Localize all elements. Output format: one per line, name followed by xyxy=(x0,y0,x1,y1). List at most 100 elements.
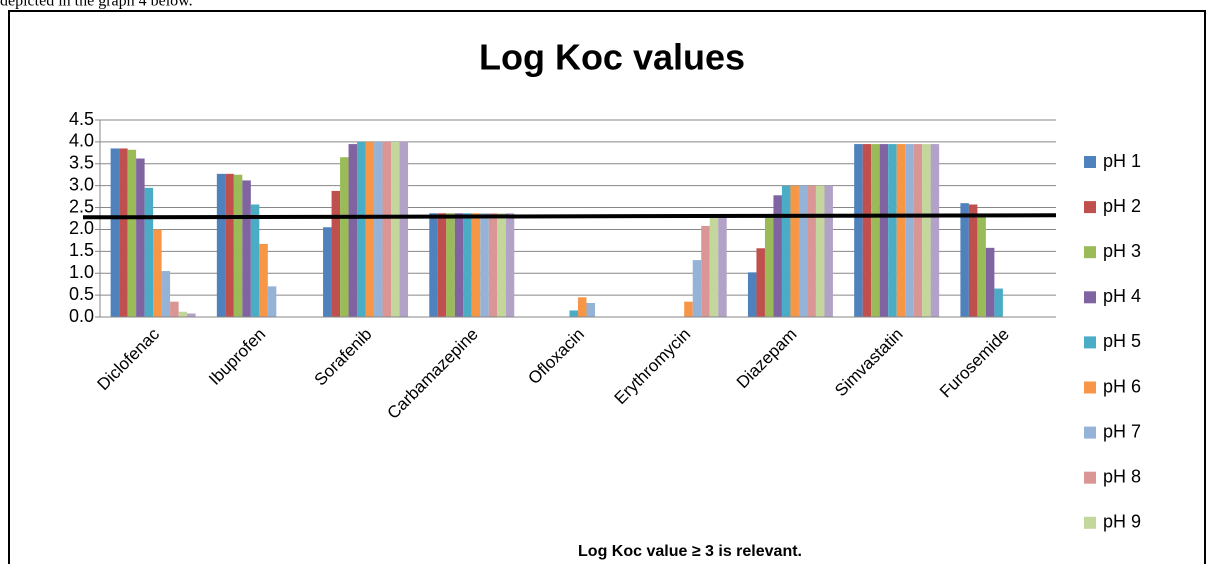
bar xyxy=(110,148,120,317)
bar xyxy=(968,204,978,317)
bar xyxy=(437,213,447,317)
bar xyxy=(684,301,693,317)
bar xyxy=(960,203,969,317)
y-tick-label: 0.0 xyxy=(69,306,94,326)
y-tick-label: 1.0 xyxy=(69,262,94,282)
bar xyxy=(798,185,808,317)
bar xyxy=(170,301,179,317)
legend-swatch xyxy=(1084,201,1096,214)
bar xyxy=(242,180,251,317)
bar xyxy=(267,286,277,317)
x-tick-label: Erythromycin xyxy=(611,325,695,409)
legend-swatch xyxy=(1084,291,1096,304)
bar xyxy=(331,190,341,317)
bar xyxy=(382,141,392,317)
y-tick-label: 3.5 xyxy=(69,153,94,173)
bar xyxy=(994,288,1003,317)
bar xyxy=(497,213,506,317)
bar xyxy=(323,227,332,317)
y-tick-label: 2.0 xyxy=(69,218,94,238)
bar xyxy=(790,185,799,317)
bar xyxy=(127,149,137,317)
legend-label: pH 3 xyxy=(1103,241,1141,261)
bar xyxy=(815,185,825,317)
legend-swatch xyxy=(1084,516,1096,529)
bar xyxy=(692,260,702,317)
bar xyxy=(340,157,349,317)
legend-label: pH 9 xyxy=(1103,512,1141,532)
bar xyxy=(578,297,587,317)
legend-label: pH 8 xyxy=(1103,466,1141,486)
legend-label: pH 6 xyxy=(1103,376,1141,396)
bar xyxy=(879,144,889,317)
bar xyxy=(977,216,986,317)
bar xyxy=(807,185,816,317)
x-tick-label: Simvastatin xyxy=(831,325,907,401)
bar xyxy=(348,144,358,317)
bar xyxy=(446,213,455,317)
legend-label: pH 7 xyxy=(1103,421,1141,441)
bar xyxy=(153,229,162,317)
x-tick-label: Ibuprofen xyxy=(205,325,269,389)
bar xyxy=(586,302,595,317)
bar xyxy=(250,204,260,317)
bar xyxy=(709,216,719,317)
x-tick-label: Carbamazepine xyxy=(383,325,481,423)
bar xyxy=(569,310,578,317)
legend-swatch xyxy=(1084,336,1096,349)
bar xyxy=(756,248,765,317)
bar xyxy=(365,141,375,317)
y-tick-label: 4.0 xyxy=(69,131,94,151)
bar xyxy=(505,213,515,317)
bar xyxy=(764,216,774,317)
bar xyxy=(871,144,880,317)
y-tick-label: 2.5 xyxy=(69,196,94,216)
frame xyxy=(8,10,1206,569)
bar xyxy=(905,144,914,317)
context-text: depicted in the graph 4 below. xyxy=(0,0,193,10)
bar xyxy=(119,148,128,317)
legend-label: pH 4 xyxy=(1103,286,1141,306)
y-tick-label: 4.5 xyxy=(69,109,94,129)
bar xyxy=(454,213,464,317)
bar xyxy=(922,144,931,317)
bar xyxy=(391,141,400,317)
bar xyxy=(488,213,498,317)
bar xyxy=(399,141,409,317)
legend-label: pH 2 xyxy=(1103,196,1141,216)
bar xyxy=(187,313,196,317)
bar xyxy=(374,141,383,317)
x-tick-label: Sorafenib xyxy=(311,325,376,390)
legend-swatch xyxy=(1084,471,1096,484)
x-tick-label: Diazepam xyxy=(733,325,801,393)
bar xyxy=(718,214,727,317)
bar xyxy=(480,213,489,317)
bar xyxy=(896,144,906,317)
bar xyxy=(463,213,472,317)
legend-swatch xyxy=(1084,426,1096,439)
y-tick-label: 0.5 xyxy=(69,284,94,304)
bar xyxy=(985,247,995,317)
bar xyxy=(178,311,188,317)
x-tick-label: Diclofenac xyxy=(94,324,164,394)
threshold-line xyxy=(82,213,1057,220)
chart-title: Log Koc values xyxy=(479,37,745,78)
bar xyxy=(216,173,226,317)
y-tick-label: 1.5 xyxy=(69,240,94,260)
bar xyxy=(824,185,833,317)
bar xyxy=(773,195,782,317)
y-tick-label: 3.0 xyxy=(69,174,94,194)
bar xyxy=(747,272,757,317)
bar xyxy=(259,243,268,317)
legend-swatch xyxy=(1084,246,1096,259)
bar xyxy=(781,185,791,317)
bar xyxy=(144,187,154,317)
legend-label: pH 5 xyxy=(1103,331,1141,351)
x-tick-label: Furosemide xyxy=(936,325,1013,402)
bar xyxy=(471,213,481,317)
bar xyxy=(233,174,243,317)
bar xyxy=(161,271,171,317)
legend-label: pH 1 xyxy=(1103,151,1141,171)
bar xyxy=(225,173,234,317)
